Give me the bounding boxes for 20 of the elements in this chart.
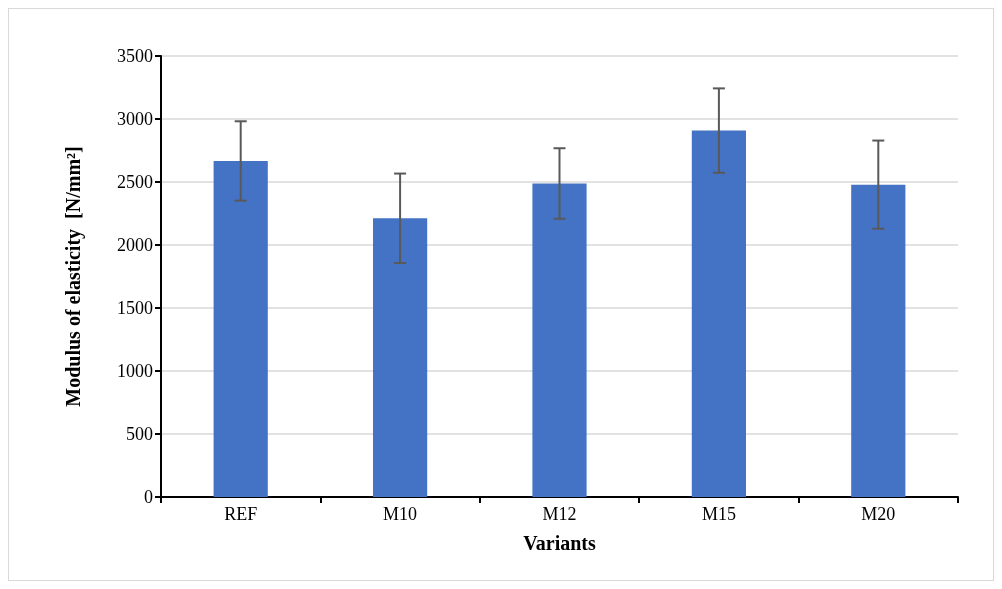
y-tick-label: 3000 <box>117 109 153 129</box>
y-tick-label: 1000 <box>117 361 153 381</box>
y-tick-label: 1500 <box>117 298 153 318</box>
x-axis-title: Variants <box>523 532 597 554</box>
bar <box>373 218 428 497</box>
x-tick-label: M10 <box>383 504 418 524</box>
y-tick-label: 2500 <box>117 172 153 192</box>
y-axis-title: Modulus of elasticity [N/mm²] <box>62 146 85 407</box>
y-tick-label: 0 <box>144 487 153 507</box>
x-tick-label: REF <box>224 504 258 524</box>
x-tick-label: M20 <box>861 504 896 524</box>
bar <box>851 184 906 497</box>
bar <box>532 183 587 497</box>
x-tick-label: M15 <box>701 504 736 524</box>
bar <box>691 130 746 497</box>
y-tick-label: 3500 <box>117 46 153 66</box>
y-tick-label: 2000 <box>117 235 153 255</box>
bar <box>213 160 268 497</box>
y-tick-label: 500 <box>126 424 153 444</box>
x-tick-label: M12 <box>542 504 577 524</box>
